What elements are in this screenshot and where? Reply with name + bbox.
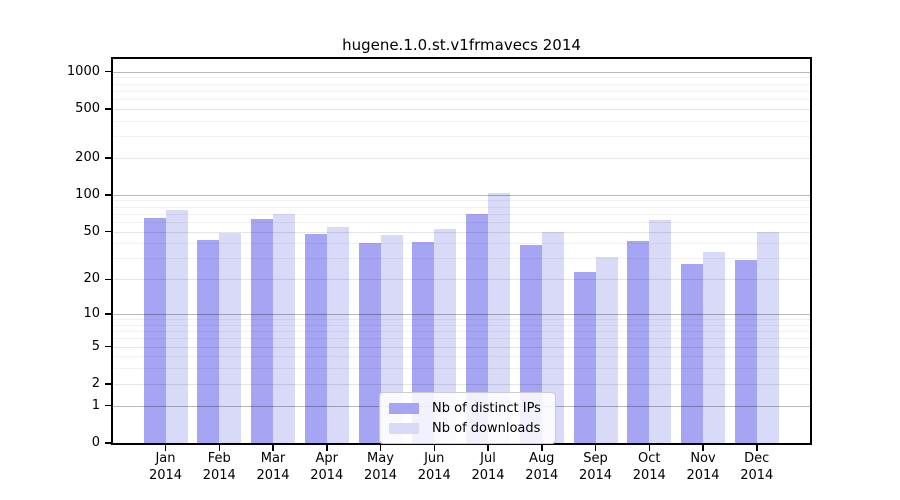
y-tick-label: 5 [91,338,100,354]
x-tick-label: Feb 2014 [202,451,236,483]
x-tick-label: Mar 2014 [256,451,290,483]
x-tick-mark [648,445,650,451]
y-tick-mark [105,313,111,315]
x-tick-mark [433,445,435,451]
axis-spine-top [111,57,812,59]
x-tick-mark [326,445,328,451]
bar-downloads-jul [488,192,510,443]
bar-downloads-aug [541,231,564,443]
y-tick-mark [105,108,111,110]
bar-distinct-ips-feb [197,239,220,443]
x-tick-label: Apr 2014 [310,451,344,483]
legend-label-distinct-ips: Nb of distinct IPs [432,400,541,416]
bar-downloads-oct [649,220,672,443]
y-tick-mark [105,404,111,407]
y-tick-label: 2 [91,375,100,391]
x-tick-mark [272,445,274,451]
x-tick-mark [702,445,704,451]
bar-downloads-jan [165,210,188,443]
plot-area [113,59,810,443]
x-tick-mark [756,445,758,451]
x-tick-label: Jan 2014 [148,451,183,483]
x-tick-label: Aug 2014 [525,451,559,483]
bar-downloads-dec [756,231,779,443]
x-tick-label: Nov 2014 [686,451,720,483]
bars-layer [113,59,810,443]
x-tick-label: Dec 2014 [740,451,774,483]
y-tick-mark [105,442,111,444]
y-tick-label: 10 [83,306,100,322]
bar-distinct-ips-mar [251,218,273,443]
legend-item-downloads: Nb of downloads [389,418,541,438]
y-tick-mark [105,194,111,196]
bar-distinct-ips-apr [304,233,327,443]
downloads-swatch [389,422,419,434]
bar-downloads-sep [595,256,618,443]
bar-distinct-ips-dec [734,260,757,443]
bar-downloads-mar [273,213,295,443]
bar-distinct-ips-nov [681,263,703,443]
bar-downloads-nov [703,251,725,443]
legend-item-distinct-ips: Nb of distinct IPs [389,398,541,418]
axis-spine-bottom [111,443,812,445]
bar-downloads-may [380,234,403,443]
y-tick-label: 20 [83,271,100,287]
x-tick-mark [594,445,597,451]
x-tick-label: Jun 2014 [417,451,451,483]
y-tick-label: 1000 [66,63,100,79]
bar-distinct-ips-may [358,243,381,443]
x-tick-mark [487,445,489,451]
distinct-ips-swatch [389,402,419,414]
y-tick-mark [105,383,111,385]
x-tick-label: Jul 2014 [471,451,505,483]
y-tick-label: 100 [75,186,100,202]
axis-spine-left [111,57,113,445]
bar-distinct-ips-oct [627,240,650,443]
y-tick-label: 500 [75,100,100,116]
legend: Nb of distinct IPs Nb of downloads [379,392,556,444]
y-tick-mark [105,230,111,233]
y-tick-mark [105,70,111,73]
bar-downloads-jun [434,228,457,443]
chart-title: hugene.1.0.st.v1frmavecs 2014 [342,36,581,54]
bar-distinct-ips-sep [573,272,596,443]
bar-distinct-ips-jul [466,213,488,443]
x-tick-mark [541,445,543,451]
y-tick-label: 0 [91,435,100,450]
bar-distinct-ips-jan [143,217,166,443]
y-tick-label: 200 [75,149,100,165]
x-tick-label: Oct 2014 [632,451,666,483]
y-tick-label: 1 [91,397,100,413]
y-tick-mark [105,157,111,159]
legend-label-downloads: Nb of downloads [432,420,541,436]
y-tick-mark [105,278,111,281]
bar-downloads-apr [326,226,349,443]
axis-spine-right [810,57,812,445]
y-tick-mark [105,345,111,348]
x-tick-label: Sep 2014 [578,451,613,483]
y-tick-label: 50 [83,223,100,239]
bar-downloads-feb [219,232,242,443]
x-tick-label: May 2014 [363,451,398,483]
x-tick-mark [164,445,167,451]
x-tick-mark [218,445,220,451]
x-tick-mark [379,445,382,451]
